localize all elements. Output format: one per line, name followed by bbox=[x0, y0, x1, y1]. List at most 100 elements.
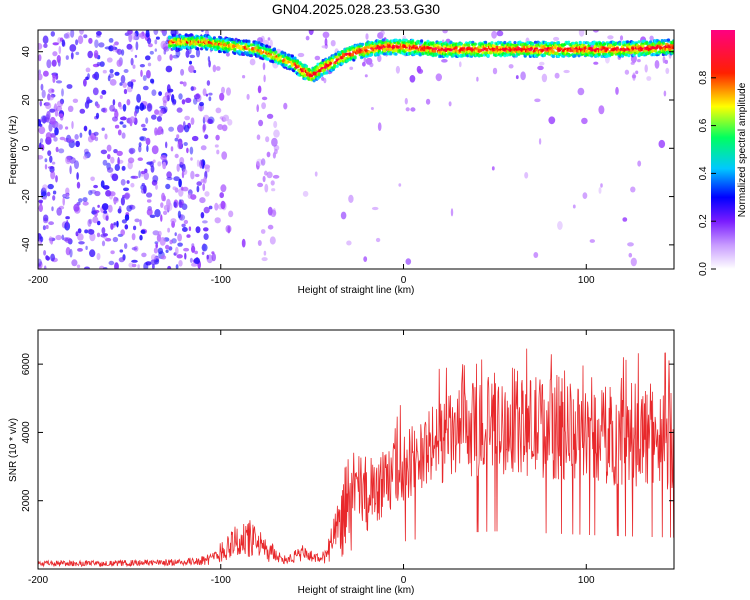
heatmap-cell bbox=[273, 129, 280, 138]
heatmap-cell bbox=[188, 65, 195, 73]
heatmap-ridge-cell bbox=[484, 40, 488, 44]
heatmap-ridge-cell bbox=[626, 40, 630, 44]
colorbar-tick-label: 0.0 bbox=[698, 262, 709, 276]
heatmap-cell bbox=[170, 218, 177, 224]
heatmap-cell bbox=[70, 52, 74, 60]
heatmap-cell bbox=[246, 93, 250, 100]
heatmap-ridge-cell bbox=[265, 44, 269, 48]
heatmap-cell bbox=[226, 87, 231, 96]
snr-panel: -200 -100 0 100 2000 4000 6000 Height of strai… bbox=[8, 329, 675, 596]
heatmap-cell bbox=[541, 73, 548, 83]
heatmap-cell bbox=[395, 65, 400, 74]
heatmap-frame bbox=[37, 29, 675, 270]
heatmap-cell bbox=[45, 102, 52, 110]
heatmap-cell bbox=[103, 210, 108, 214]
heatmap-cell bbox=[92, 87, 99, 96]
heatmap-ridge-cell bbox=[239, 47, 243, 51]
heatmap-cell bbox=[308, 30, 314, 36]
heatmap-cell bbox=[214, 202, 219, 211]
heatmap-ridge-cell bbox=[555, 51, 559, 56]
heatmap-cell bbox=[201, 243, 208, 252]
heatmap-cell bbox=[100, 149, 108, 155]
heatmap-ridge-cell bbox=[187, 34, 191, 38]
heatmap-cell bbox=[492, 67, 498, 75]
heatmap-ridge-cell bbox=[394, 52, 398, 56]
heatmap-ridge-cell bbox=[568, 53, 572, 57]
heatmap-cell bbox=[52, 51, 58, 57]
heatmap-cell bbox=[115, 48, 120, 53]
heatmap-cell bbox=[105, 215, 109, 221]
heatmap-ridge-cell bbox=[542, 53, 547, 58]
colorbar-gradient bbox=[711, 30, 735, 269]
heatmap-ridge-cell bbox=[661, 41, 666, 45]
heatmap-cell bbox=[65, 55, 69, 60]
heatmap-ridge-cell bbox=[439, 54, 443, 58]
heatmap-cell bbox=[283, 102, 288, 110]
heatmap-ridge-cell bbox=[578, 40, 582, 45]
heatmap-cell bbox=[175, 264, 179, 269]
heatmap-cell bbox=[554, 72, 560, 79]
heatmap-cell bbox=[157, 247, 164, 255]
heatmap-ridge-cell bbox=[473, 42, 477, 46]
heatmap-cell bbox=[202, 183, 206, 192]
heatmap-cell bbox=[266, 113, 274, 119]
heatmap-cell bbox=[380, 30, 385, 36]
heatmap-cell bbox=[138, 33, 143, 38]
heatmap-cell bbox=[143, 262, 149, 269]
heatmap-cell bbox=[139, 63, 145, 68]
heatmap-cell bbox=[97, 204, 100, 208]
heatmap-cell bbox=[38, 43, 43, 50]
heatmap-cell bbox=[162, 161, 167, 170]
heatmap-cell bbox=[54, 103, 57, 110]
heatmap-cell bbox=[65, 32, 71, 39]
heatmap-cell bbox=[38, 126, 46, 135]
heatmap-ridge-cell bbox=[320, 73, 324, 77]
heatmap-cell bbox=[152, 175, 159, 183]
heatmap-cell bbox=[202, 88, 207, 96]
heatmap-ridge-cell bbox=[312, 77, 316, 81]
heatmap-cell bbox=[207, 118, 213, 124]
heatmap-cell bbox=[182, 81, 187, 87]
heatmap-cell bbox=[51, 161, 56, 165]
heatmap-ridge-cell bbox=[471, 40, 475, 44]
heatmap-ridge-cell bbox=[468, 40, 472, 45]
heatmap-cell bbox=[658, 139, 666, 149]
heatmap-y-tick-label: 40 bbox=[21, 46, 32, 58]
heatmap-ridge-cell bbox=[486, 54, 490, 58]
heatmap-ridge-cell bbox=[230, 37, 234, 42]
heatmap-cell bbox=[302, 190, 309, 197]
heatmap-cell bbox=[305, 35, 310, 41]
heatmap-cell bbox=[54, 127, 59, 136]
heatmap-cell bbox=[165, 249, 169, 253]
heatmap-cell bbox=[48, 236, 53, 244]
heatmap-cell bbox=[262, 175, 266, 183]
heatmap-cell bbox=[572, 204, 576, 209]
heatmap-cell bbox=[181, 203, 188, 210]
heatmap-cell bbox=[375, 237, 381, 243]
heatmap-cell bbox=[491, 166, 495, 171]
heatmap-cell bbox=[114, 41, 119, 46]
snr-y-axis-label: SNR (10 * v/v) bbox=[8, 418, 19, 482]
colorbar-tick-label: 0.4 bbox=[698, 166, 709, 180]
heatmap-cell bbox=[180, 186, 184, 191]
heatmap-cell bbox=[71, 121, 74, 129]
heatmap-cell bbox=[172, 186, 177, 191]
heatmap-cell bbox=[119, 249, 124, 253]
heatmap-cell bbox=[129, 116, 136, 123]
heatmap-cell bbox=[177, 210, 181, 219]
heatmap-y-axis-label: Frequency (Hz) bbox=[8, 116, 19, 185]
heatmap-cell bbox=[82, 197, 88, 202]
heatmap-cell bbox=[349, 66, 354, 71]
heatmap-cell bbox=[264, 170, 268, 176]
heatmap-ridge-cell bbox=[546, 41, 550, 46]
heatmap-cell bbox=[155, 184, 158, 190]
heatmap-cell bbox=[179, 157, 185, 165]
heatmap-cell bbox=[134, 218, 140, 223]
heatmap-cell bbox=[142, 75, 147, 81]
heatmap-cell bbox=[70, 30, 75, 38]
heatmap-cell bbox=[123, 187, 129, 192]
heatmap-cell bbox=[622, 217, 628, 222]
heatmap-cell bbox=[118, 206, 122, 211]
heatmap-cell bbox=[637, 160, 642, 167]
